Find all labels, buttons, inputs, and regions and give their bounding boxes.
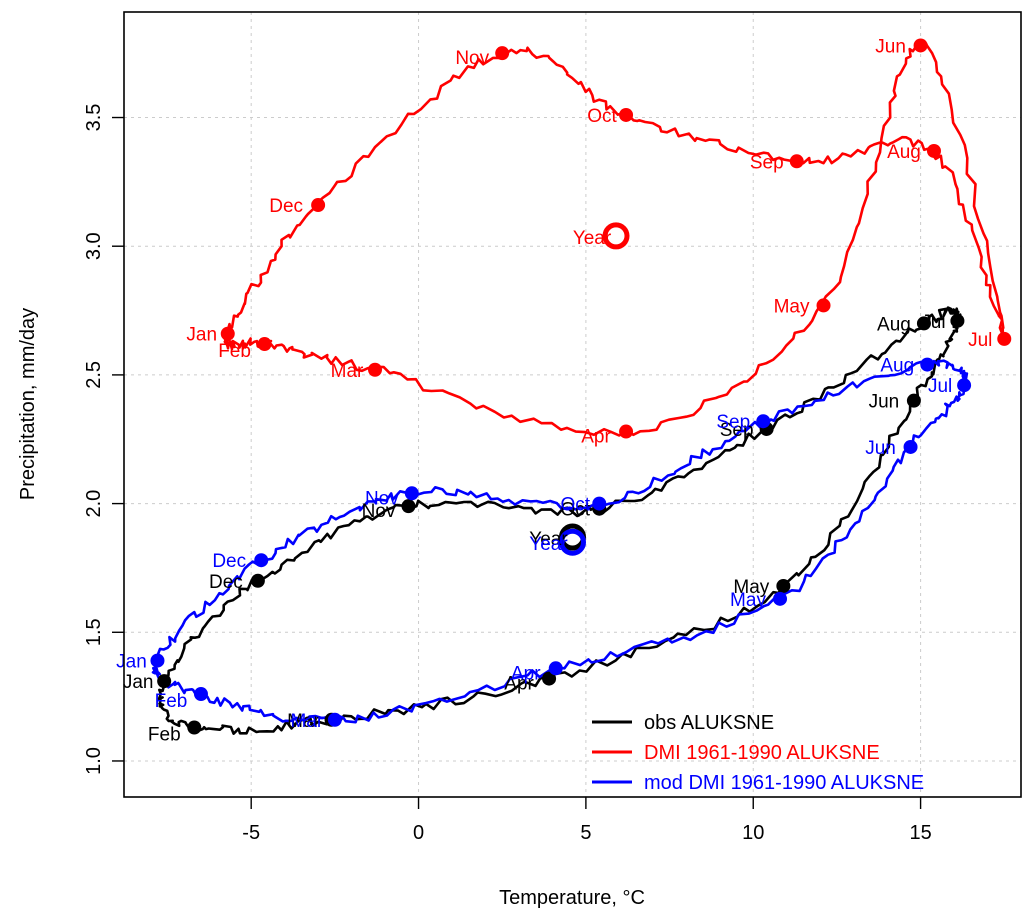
monthly-point — [906, 393, 921, 408]
monthly-point-label: May — [730, 590, 766, 611]
monthly-point-label: Nov — [365, 488, 399, 509]
legend: obs ALUKSNE DMI 1961-1990 ALUKSNE mod DMI … — [592, 712, 924, 794]
monthly-point-label: Jan — [116, 652, 147, 673]
x-tick-label: 0 — [413, 822, 424, 844]
monthly-point — [903, 439, 918, 454]
monthly-point — [311, 198, 326, 213]
monthly-point — [816, 298, 831, 313]
monthly-point-label: Jun — [865, 438, 896, 459]
monthly-point — [913, 38, 928, 53]
monthly-point-label: Nov — [362, 501, 396, 522]
monthly-point-label: Dec — [209, 572, 243, 593]
monthly-point-label: Mar — [331, 361, 364, 382]
x-tick-label: 10 — [742, 822, 764, 844]
y-tick-label: 2.5 — [83, 361, 105, 389]
monthly-point-label: Oct — [587, 106, 617, 127]
monthly-point-label: Aug — [880, 356, 914, 377]
monthly-point — [368, 362, 383, 377]
y-tick-label: 2.0 — [83, 490, 105, 518]
y-tick-label: 1.0 — [83, 747, 105, 775]
legend-label: DMI 1961-1990 ALUKSNE — [644, 742, 880, 764]
monthly-point-label: Sep — [716, 412, 750, 433]
monthly-point-label: Mar — [290, 711, 323, 732]
y-axis: 1.0 1.5 2.0 2.5 3.0 3.5 — [83, 104, 124, 775]
monthly-point-label: Sep — [720, 420, 754, 441]
grid — [124, 12, 1021, 797]
monthly-point-label: Jul — [921, 312, 945, 333]
monthly-point — [957, 378, 972, 393]
monthly-point — [789, 154, 804, 169]
annual-point-label: Year — [573, 228, 612, 249]
monthly-point-label: Feb — [148, 725, 181, 746]
monthly-point — [619, 424, 634, 439]
monthly-point — [926, 143, 941, 158]
monthly-point — [250, 573, 265, 588]
monthly-point — [548, 661, 563, 676]
monthly-point — [187, 720, 202, 735]
monthly-point-label: Sep — [750, 152, 784, 173]
x-tick-label: 5 — [580, 822, 591, 844]
monthly-point — [773, 591, 788, 606]
monthly-point-label: Feb — [155, 691, 188, 712]
monthly-point — [495, 46, 510, 61]
monthly-point-label: Apr — [581, 427, 611, 448]
monthly-point — [592, 496, 607, 511]
y-tick-label: 1.5 — [83, 618, 105, 646]
monthly-point — [950, 313, 965, 328]
monthly-point-label: May — [774, 296, 810, 317]
annual-point — [559, 528, 586, 556]
x-tick-label: -5 — [242, 822, 260, 844]
monthly-point-label: Oct — [560, 495, 590, 516]
x-axis-title: Temperature, °C — [499, 887, 645, 909]
monthly-point-label: Dec — [269, 196, 303, 217]
monthly-point-label: Aug — [877, 314, 911, 335]
x-axis: -5 0 5 10 15 — [242, 797, 932, 844]
monthly-point-label: Aug — [887, 142, 921, 163]
x-tick-label: 15 — [909, 822, 931, 844]
monthly-point — [193, 687, 208, 702]
annual-point — [602, 222, 630, 250]
monthly-point — [254, 553, 269, 568]
legend-label: obs ALUKSNE — [644, 712, 774, 734]
monthly-point-label: Jun — [875, 36, 906, 57]
legend-label: mod DMI 1961-1990 ALUKSNE — [644, 772, 924, 794]
monthly-point — [257, 337, 272, 352]
monthly-point-label: May — [733, 577, 769, 598]
monthly-point-label: Apr — [504, 674, 534, 695]
monthly-point — [327, 712, 342, 727]
monthly-point-label: Jul — [968, 330, 992, 351]
monthly-point-label: Jan — [123, 672, 154, 693]
monthly-point-label: Oct — [560, 500, 590, 521]
monthly-point-label: Nov — [455, 48, 489, 69]
data-points — [150, 38, 1012, 735]
y-tick-label: 3.0 — [83, 232, 105, 260]
y-axis-title: Precipitation, mm/day — [17, 308, 39, 500]
monthly-point — [776, 578, 791, 593]
monthly-point-label: Apr — [511, 663, 541, 684]
monthly-point-label: Jul — [928, 376, 952, 397]
plot-frame — [123, 11, 1022, 798]
monthly-point — [619, 107, 634, 122]
monthly-point-label: Mar — [287, 711, 320, 732]
monthly-point — [157, 674, 172, 689]
monthly-point — [997, 331, 1012, 346]
monthly-point — [916, 316, 931, 331]
monthly-point-label: Feb — [218, 341, 251, 362]
monthly-point — [150, 653, 165, 668]
monthly-point — [401, 499, 416, 514]
monthly-point — [920, 357, 935, 372]
monthly-point — [220, 326, 235, 341]
monthly-point — [542, 671, 557, 686]
monthly-point-label: Jun — [869, 392, 900, 413]
monthly-point — [404, 486, 419, 501]
annual-point-label: Year — [529, 534, 568, 555]
monthly-point-label: Dec — [212, 551, 246, 572]
monthly-point-label: Jan — [186, 325, 217, 346]
monthly-point — [756, 414, 771, 429]
annual-point-label: Year — [529, 529, 568, 550]
y-tick-label: 3.5 — [83, 104, 105, 132]
